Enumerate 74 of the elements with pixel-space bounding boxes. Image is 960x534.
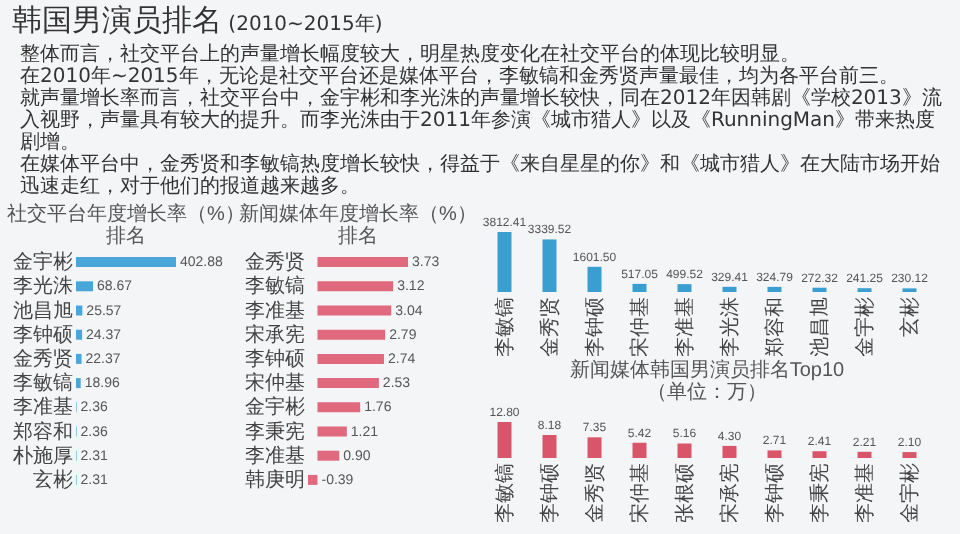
- x-tick-label: 玄彬: [897, 297, 922, 337]
- bar: [587, 266, 602, 292]
- bar: [317, 281, 394, 292]
- y-tick-label: 李秉宪: [245, 419, 305, 444]
- y-tick-label: 李敏镐: [245, 274, 305, 299]
- y-tick-label: 李准基: [245, 443, 305, 468]
- x-tick-label: 宋承宪: [717, 463, 742, 523]
- text: 韩国男演员排名: [12, 2, 222, 38]
- bar: [677, 443, 692, 458]
- chart-subtitle: 排名: [338, 224, 378, 248]
- text: 就声量增长率而言，社交平台中，金宇彬和李光洙的声量增长较快，同在2012年因韩剧《学校2013》流入视野，声量具有较大的提升。而李光洙由于2011年参演《城市猎人》以及《RunningMan》带来热度剧增。: [20, 88, 944, 154]
- x-tick-label: 张根硕: [672, 463, 697, 523]
- bar: [317, 305, 392, 316]
- x-tick-label: 宋仲基: [627, 463, 652, 523]
- x-tick-label: 李敏镐: [492, 463, 517, 523]
- bar: [722, 445, 737, 458]
- x-tick-label: 李准基: [852, 463, 877, 523]
- bar: [317, 378, 379, 389]
- chart-title: 新闻媒体韩国男演员排名Top10: [569, 358, 846, 382]
- bar: [497, 232, 512, 292]
- bar: [76, 281, 94, 292]
- bar: [812, 451, 827, 458]
- bar: [317, 329, 386, 340]
- y-tick-label: 金秀贤: [245, 250, 305, 275]
- bar: [767, 450, 782, 458]
- text: 在2010年~2015年，无论是社交平台还是媒体平台，李敏镐和金秀贤声量最佳，均为各平台前三。: [20, 66, 901, 88]
- chart-subtitle: 排名: [106, 224, 146, 248]
- bar: [542, 434, 557, 458]
- y-tick-label: 郑容和: [13, 419, 73, 444]
- bar: [587, 437, 602, 458]
- bar: [677, 284, 692, 292]
- bar: [767, 286, 782, 292]
- bar: [317, 402, 361, 413]
- y-tick-label: 朴施厚: [11, 443, 73, 468]
- bar: [317, 353, 384, 364]
- bar: [542, 239, 557, 292]
- bar: [76, 305, 83, 316]
- bar: [632, 283, 647, 292]
- x-tick-label: 李秉宪: [807, 463, 832, 523]
- bar: [76, 329, 83, 340]
- y-tick-label: 李准基: [13, 395, 73, 420]
- text: 在媒体平台中，金秀贤和李敏镐热度增长较快，得益于《来自星星的你》和《城市猎人》在大陆市场开始迅速走红，对于他们的报道越来越多。: [20, 154, 942, 198]
- bar: [722, 286, 737, 292]
- text: 整体而言，社交平台上的声量增长幅度较大，明星热度变化在社交平台的体现比较明显。: [20, 44, 802, 66]
- x-tick-label: 李光洙: [717, 297, 742, 357]
- x-tick-label: 李敏镐: [492, 297, 517, 357]
- x-tick-label: 金秀贤: [537, 297, 562, 357]
- x-tick-label: 李钟硕: [762, 463, 787, 523]
- bar: [857, 451, 872, 458]
- bar: [76, 257, 176, 268]
- x-tick-label: 金宇彬: [852, 297, 877, 357]
- y-tick-label: 李光洙: [13, 274, 73, 299]
- chart-subtitle: （单位：万）: [647, 380, 767, 404]
- bar: [76, 353, 82, 364]
- bar: [308, 474, 318, 485]
- bar: [317, 426, 347, 437]
- bar: [317, 450, 340, 461]
- y-tick-label: 韩庚明: [245, 467, 305, 492]
- y-tick-label: 宋仲基: [245, 371, 305, 396]
- x-tick-label: 池昌旭: [807, 297, 832, 357]
- bar: [317, 257, 408, 268]
- text: (2010~2015年): [226, 14, 383, 36]
- bar: [497, 422, 512, 458]
- x-tick-label: 李准基: [672, 297, 697, 357]
- x-tick-label: 李钟硕: [582, 297, 607, 357]
- x-tick-label: 金秀贤: [582, 463, 607, 523]
- y-tick-label: 金宇彬: [245, 395, 305, 420]
- y-tick-label: 金宇彬: [13, 250, 73, 275]
- x-tick-label: 李钟硕: [537, 463, 562, 523]
- y-tick-label: 李敏镐: [13, 371, 73, 396]
- x-tick-label: 金宇彬: [897, 463, 922, 523]
- x-tick-label: 宋仲基: [627, 297, 652, 357]
- bar: [902, 452, 917, 458]
- bar: [632, 442, 647, 458]
